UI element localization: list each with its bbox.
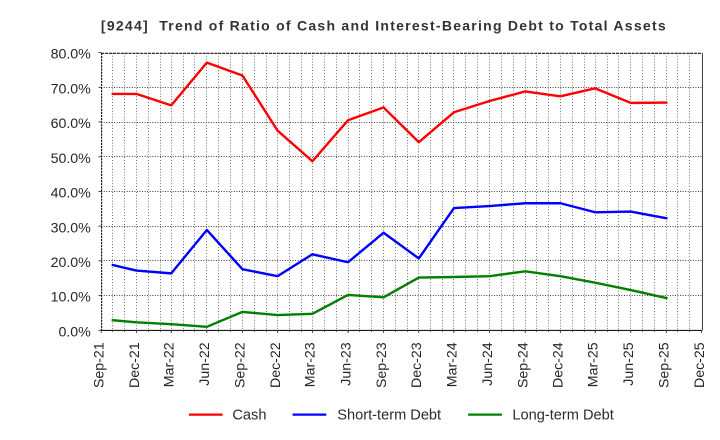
svg-text:Mar-25: Mar-25 — [585, 342, 601, 387]
svg-text:Long-term Debt: Long-term Debt — [512, 408, 613, 424]
svg-text:Sep-22: Sep-22 — [233, 342, 249, 388]
svg-text:Mar-22: Mar-22 — [162, 342, 178, 387]
svg-text:0.0%: 0.0% — [58, 324, 91, 340]
svg-text:Jun-23: Jun-23 — [338, 342, 354, 385]
svg-text:Dec-24: Dec-24 — [551, 342, 567, 388]
svg-text:70.0%: 70.0% — [51, 81, 92, 97]
svg-text:50.0%: 50.0% — [51, 151, 92, 167]
svg-text:Mar-24: Mar-24 — [444, 342, 460, 387]
svg-text:Jun-25: Jun-25 — [621, 342, 637, 385]
svg-text:Dec-22: Dec-22 — [268, 342, 284, 388]
svg-text:Jun-22: Jun-22 — [197, 342, 213, 385]
svg-text:Jun-24: Jun-24 — [480, 342, 496, 385]
svg-text:Short-term Debt: Short-term Debt — [337, 408, 441, 424]
svg-text:Dec-21: Dec-21 — [127, 342, 143, 388]
svg-text:Dec-25: Dec-25 — [692, 342, 708, 388]
svg-text:10.0%: 10.0% — [51, 290, 92, 306]
svg-text:[9244] Trend of Ratio of Cash: [9244] Trend of Ratio of Cash and Intere… — [101, 17, 667, 33]
svg-text:Sep-25: Sep-25 — [657, 342, 673, 388]
svg-text:80.0%: 80.0% — [51, 47, 92, 63]
svg-text:Sep-21: Sep-21 — [92, 342, 108, 388]
svg-text:30.0%: 30.0% — [51, 220, 92, 236]
svg-text:Cash: Cash — [232, 408, 266, 424]
svg-text:Sep-24: Sep-24 — [515, 342, 531, 388]
svg-text:20.0%: 20.0% — [51, 255, 92, 271]
svg-text:Dec-23: Dec-23 — [409, 342, 425, 388]
svg-text:Mar-23: Mar-23 — [303, 342, 319, 387]
svg-text:60.0%: 60.0% — [51, 116, 92, 132]
svg-text:40.0%: 40.0% — [51, 186, 92, 202]
svg-text:Sep-23: Sep-23 — [374, 342, 390, 388]
